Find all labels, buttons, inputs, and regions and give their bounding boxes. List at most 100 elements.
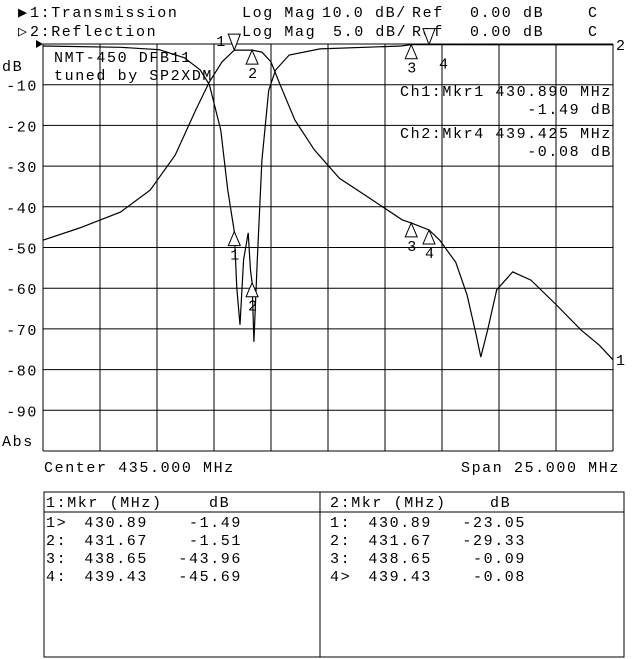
ch1-active-marker-freq: 430.890 MHz [495,84,612,101]
reference-position-arrow-icon [36,40,43,48]
ch1-format: Log Mag [242,5,316,22]
marker-value-db: -1.51 [189,533,242,550]
marker-table: 1:Mkr (MHz) dB 2:Mkr (MHz) dB 1> 430.89 -1… [43,491,625,658]
ch1-active-marker-value: -1.49 dB [527,102,612,119]
marker-frequency: 431.67 [368,533,432,550]
marker-frequency: 439.43 [84,569,148,586]
marker-id: 1> [46,515,67,532]
ch2-active-marker-value: -0.08 dB [527,144,612,161]
y-tick-label: -30 [6,160,38,177]
y-tick-label: -90 [6,404,38,421]
marker-number: 4 [439,57,450,74]
marker-table-row: 4> 439.43 -0.08 [330,569,526,586]
active-marker-triangle-icon [422,28,436,47]
marker-table-row: 1> 430.89 -1.49 [46,515,242,532]
marker-frequency: 438.65 [368,551,432,568]
y-tick-label: -80 [6,364,38,381]
marker-id: 2: [46,533,67,550]
marker-value-db: -45.69 [178,569,242,586]
ch1-table-header-db: dB [209,495,230,512]
y-tick-label: -10 [6,79,38,96]
ch2-table-header-mkr: 2:Mkr (MHz) [330,495,447,512]
ch2-name: 2:Reflection [30,24,157,41]
marker-table-row: 2: 431.67 -1.51 [46,533,242,550]
span-frequency: Span 25.000 MHz [461,460,620,477]
marker-id: 3: [46,551,67,568]
y-axis-ticks: -10 -20 -30 -40 -50 -60 -70 -80 -90 [6,79,38,422]
marker-table-row: 2: 431.67 -29.33 [330,533,526,550]
marker-id: 4> [330,569,351,586]
marker-table-border [43,491,625,658]
trace-2-end-label: 2 [616,38,627,55]
marker-number: 2 [248,299,259,316]
ch2-active-marker-label: Ch2:Mkr4 [400,126,485,143]
center-frequency: Center 435.000 MHz [44,460,235,477]
marker-table-row: 4: 439.43 -45.69 [46,569,242,586]
transmission-trace [42,49,614,361]
marker-table-row: 3: 438.65 -0.09 [330,551,524,568]
marker-value-db: -0.08 [473,569,526,586]
marker-value-db: -1.49 [189,515,242,532]
annotation-line-2: tuned by SP2XDM [54,68,213,85]
y-tick-label: -20 [6,119,38,136]
marker-value-db: -29.33 [462,533,526,550]
marker-number: 2 [248,66,259,83]
marker-2-transmission[interactable]: 2 [245,48,259,83]
marker-frequency: 439.43 [368,569,432,586]
ch1-table-header-mkr: 1:Mkr (MHz) [46,495,163,512]
marker-number: 4 [425,246,436,263]
marker-4-transmission[interactable]: 4 [422,228,436,263]
y-tick-label: -40 [6,201,38,218]
marker-3-reflection[interactable]: 3 [404,43,418,78]
y-tick-label: -70 [6,323,38,340]
ch2-flag: C [588,24,599,41]
marker-1-transmission[interactable]: 1 [216,33,242,52]
marker-2-reflection[interactable]: 2 [245,281,259,316]
channel-1-header: ▶ 1:Transmission Log Mag 10.0 dB/ Ref 0.… [18,5,599,22]
ch2-active-marker-freq: 439.425 MHz [495,126,612,143]
marker-number: 3 [407,239,418,256]
ch1-name: 1:Transmission [30,5,178,22]
ch1-active-marker-label: Ch1:Mkr1 [400,84,485,101]
marker-frequency: 430.89 [368,515,432,532]
marker-number: 1 [216,34,227,51]
graticule [42,43,614,452]
ch2-table-header-db: dB [490,495,511,512]
marker-frequency: 430.89 [84,515,148,532]
marker-3-transmission[interactable]: 3 [404,221,418,256]
marker-number: 3 [407,61,418,78]
marker-id: 3: [330,551,351,568]
ch1-ref-label: Ref [412,5,444,22]
marker-value-db: -43.96 [178,551,242,568]
marker-frequency: 431.67 [84,533,148,550]
y-axis-unit: dB [2,59,23,76]
y-tick-label: -50 [6,242,38,259]
annotation-line-1: NMT-450 DFB11 [54,50,192,67]
trace-1-end-label: 1 [616,353,627,370]
marker-triangle-icon [404,43,418,60]
ch2-indicator: ▷ [18,24,29,41]
marker-4-reflection[interactable]: 4 [422,28,450,74]
reflection-trace [42,44,614,342]
marker-table-row: 3: 438.65 -43.96 [46,551,242,568]
marker-id: 1: [330,515,351,532]
marker-triangle-icon [404,221,418,238]
channel-2-header: ▷ 2:Reflection Log Mag 5.0 dB/ Ref 0.00 … [18,24,599,41]
ch1-active-indicator: ▶ [18,5,29,22]
ch1-scale: 10.0 dB/ [322,5,407,22]
marker-number: 1 [230,248,241,265]
marker-triangle-icon [422,228,436,245]
ch2-scale: 5.0 dB/ [333,24,407,41]
ch1-flag: C [588,5,599,22]
ch2-format: Log Mag [242,24,316,41]
ch2-ref-value: 0.00 dB [470,24,544,41]
y-tick-label: -60 [6,282,38,299]
marker-1-reflection[interactable]: 1 [227,230,242,265]
ch1-ref-value: 0.00 dB [470,5,544,22]
marker-id: 4: [46,569,67,586]
marker-value-db: -23.05 [462,515,526,532]
marker-id: 2: [330,533,351,550]
traces [42,44,614,361]
